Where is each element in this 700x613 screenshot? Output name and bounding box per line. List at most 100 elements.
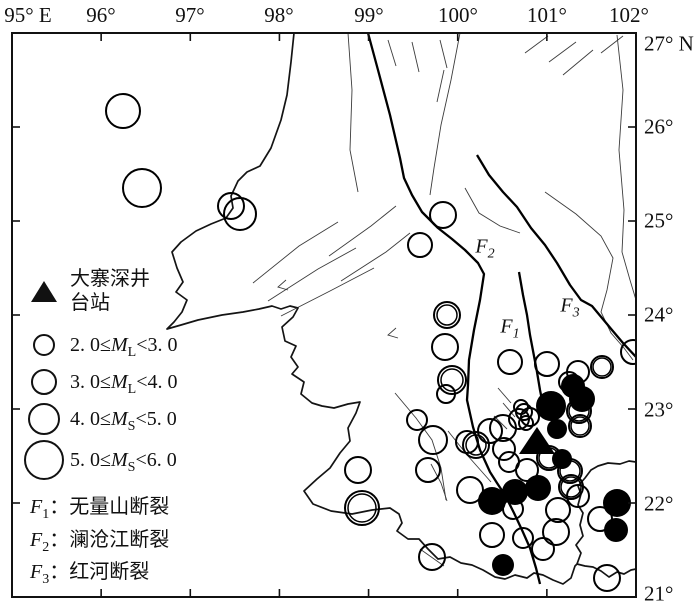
earthquake-marker-open	[542, 518, 570, 546]
earthquake-marker-filled	[502, 479, 528, 505]
earthquake-marker-inner-ring	[347, 493, 377, 523]
right-axis-tick-label: 22°	[644, 491, 674, 516]
right-axis-tick-label: 24°	[644, 302, 674, 327]
minor-fault-line	[562, 49, 594, 76]
earthquake-marker-open	[508, 408, 530, 430]
minor-fault-line	[387, 327, 399, 339]
earthquake-marker-inner-ring	[560, 476, 582, 498]
map-fault-label-f3: F3	[560, 294, 580, 321]
earthquake-marker-filled	[603, 489, 631, 517]
earthquake-marker-inner-ring	[440, 368, 464, 392]
major-fault-line	[366, 33, 542, 585]
earthquake-marker-open	[436, 384, 456, 404]
boundary-line	[575, 460, 636, 565]
earthquake-marker-open	[217, 192, 245, 220]
minor-fault-line	[387, 39, 397, 67]
earthquake-marker-inner-ring	[436, 304, 458, 326]
earthquake-marker-filled	[492, 554, 514, 576]
top-axis-tick-label: 99°	[354, 3, 384, 27]
top-axis-tick-label: 101°	[527, 3, 567, 27]
minor-fault-line	[439, 39, 448, 69]
earthquake-marker-filled	[552, 449, 572, 469]
map-fault-label-f2: F2	[475, 235, 495, 262]
earthquake-marker-open	[534, 351, 560, 377]
right-axis-tick-label: 21°	[644, 581, 674, 606]
earthquake-marker-open	[512, 527, 534, 549]
earthquake-marker-open	[477, 418, 503, 444]
top-axis-tick-label: 98°	[264, 3, 294, 27]
earthquake-marker-open	[223, 197, 257, 231]
minor-fault-line	[267, 247, 357, 302]
right-axis-tick-label: 25°	[644, 208, 674, 233]
earthquake-marker-open	[105, 93, 141, 129]
earthquake-marker-open	[489, 414, 517, 442]
earthquake-marker-inner-ring	[465, 434, 487, 456]
right-axis-tick-label: 23°	[644, 397, 674, 422]
earthquake-marker-open	[456, 476, 484, 504]
top-axis-tick-label: 95° E	[4, 3, 52, 27]
map-fault-label-f1: F1	[500, 315, 520, 342]
earthquake-marker-open	[431, 333, 459, 361]
earthquake-marker-open	[568, 414, 592, 438]
top-axis-tick-label: 96°	[86, 3, 116, 27]
earthquake-marker-filled	[569, 386, 595, 412]
minor-fault-line	[419, 548, 445, 567]
right-axis-tick-label: 27° N	[644, 31, 694, 56]
boundary-line	[166, 33, 578, 585]
minor-fault-line	[616, 34, 636, 301]
earthquake-marker-open	[593, 564, 621, 592]
minor-fault-line	[347, 33, 359, 193]
earthquake-marker-open	[122, 168, 162, 208]
top-axis-tick-label: 97°	[175, 3, 205, 27]
earthquake-marker-open	[545, 497, 571, 523]
minor-fault-line	[430, 463, 448, 502]
earthquake-marker-filled	[525, 475, 551, 501]
earthquake-marker-open	[418, 543, 446, 571]
minor-fault-line	[277, 279, 289, 291]
earthquake-marker-open	[344, 490, 380, 526]
earthquake-marker-open	[518, 415, 534, 431]
map-frame	[11, 32, 637, 598]
boundary-line	[576, 563, 636, 578]
right-axis-tick-label: 26°	[644, 114, 674, 139]
earthquake-marker-inner-ring	[570, 416, 590, 436]
minor-fault-line	[252, 221, 339, 284]
earthquake-marker-open	[462, 431, 490, 459]
earthquake-marker-open	[531, 537, 555, 561]
earthquake-marker-filled	[547, 419, 567, 439]
minor-fault-line	[394, 392, 447, 501]
major-fault-line	[517, 271, 544, 401]
minor-fault-line	[340, 232, 411, 282]
earthquake-marker-open	[429, 201, 457, 229]
earthquake-marker-open	[406, 409, 428, 431]
minor-fault-line	[280, 267, 375, 317]
earthquake-marker-open	[433, 301, 461, 329]
earthquake-marker-open	[407, 232, 433, 258]
earthquake-marker-filled	[536, 391, 566, 421]
earthquake-marker-filled	[604, 518, 628, 542]
earthquake-marker-open	[437, 365, 467, 395]
earthquake-marker-open	[515, 458, 539, 482]
minor-fault-line	[600, 35, 624, 54]
earthquake-marker-open	[566, 484, 590, 508]
earthquake-marker-open	[513, 399, 529, 415]
top-axis-tick-label: 100°	[438, 3, 478, 27]
minor-fault-line	[493, 415, 508, 430]
top-axis-tick-label: 102°	[609, 3, 649, 27]
minor-fault-line	[411, 41, 420, 73]
earthquake-marker-filled	[478, 487, 506, 515]
minor-fault-line	[464, 187, 521, 234]
earthquake-marker-open	[590, 355, 614, 379]
earthquake-marker-open	[344, 456, 372, 484]
earthquake-marker-open	[418, 425, 448, 455]
minor-fault-line	[328, 205, 397, 257]
earthquake-marker-open	[620, 339, 636, 365]
major-fault-line	[476, 154, 636, 358]
minor-fault-line	[544, 191, 634, 361]
earthquake-marker-open	[479, 522, 505, 548]
earthquake-marker-open	[497, 349, 523, 375]
earthquake-marker-open	[415, 457, 441, 483]
minor-fault-line	[497, 387, 512, 404]
